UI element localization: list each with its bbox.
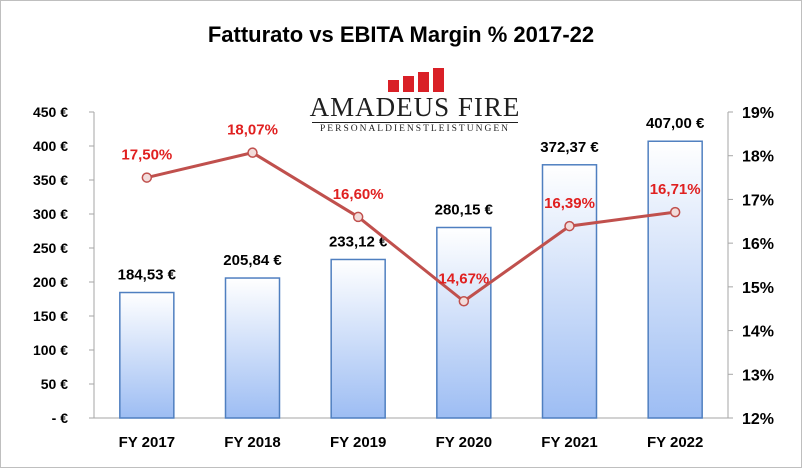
bar-data-label: 184,53 € xyxy=(118,267,177,284)
right-tick-label: 18% xyxy=(742,149,774,166)
line-point xyxy=(458,296,470,307)
bar-data-label: 205,84 € xyxy=(223,252,282,269)
line-point xyxy=(352,211,364,223)
line-point xyxy=(564,220,575,232)
logo-bars-icon xyxy=(388,68,444,92)
line-data-label: 16,71% xyxy=(650,181,701,198)
line-data-label: 16,60% xyxy=(333,186,384,203)
bar xyxy=(436,226,492,419)
left-tick-label: 200 € xyxy=(33,274,68,290)
x-tick-label: FY 2019 xyxy=(330,434,386,451)
line-data-label: 17,50% xyxy=(121,147,172,164)
x-tick-label: FY 2017 xyxy=(119,434,175,451)
left-tick-label: 250 € xyxy=(33,240,68,256)
left-tick-label: 50 € xyxy=(41,376,68,392)
x-tick-label: FY 2021 xyxy=(541,434,597,451)
left-tick-label: 450 € xyxy=(33,104,68,120)
line-data-label: 18,07% xyxy=(227,122,278,139)
bar-data-labels: 184,53 € 205,84 € 233,12 € 280,15 € 372,37 €… xyxy=(118,115,705,283)
bar-data-label: 280,15 € xyxy=(435,201,494,218)
left-tick-label: 350 € xyxy=(33,172,68,188)
line-point xyxy=(141,172,153,183)
line-series xyxy=(141,147,681,307)
logo-tagline: PERSONALDIENSTLEISTUNGEN xyxy=(312,122,518,134)
bar xyxy=(647,140,703,419)
right-tick-label: 16% xyxy=(742,236,774,253)
logo-name: AMADEUS FIRE xyxy=(309,92,521,122)
right-tick-label: 19% xyxy=(742,105,774,122)
right-tick-label: 17% xyxy=(742,192,774,209)
left-tick-label: - € xyxy=(52,410,69,426)
ebita-margin-line xyxy=(146,151,676,304)
left-tick-label: 100 € xyxy=(33,342,68,358)
x-tick-label: FY 2022 xyxy=(647,434,703,451)
chart-title: Fatturato vs EBITA Margin % 2017-22 xyxy=(207,22,595,47)
line-data-label: 14,67% xyxy=(438,270,489,287)
bar xyxy=(119,291,175,419)
right-tick-label: 14% xyxy=(742,324,774,341)
line-point xyxy=(247,147,258,158)
right-tick-label: 13% xyxy=(742,367,774,384)
line-data-labels: 17,50% 18,07% 16,60% 14,67% 16,39% 16,71% xyxy=(121,122,700,288)
bar-data-label: 407,00 € xyxy=(646,115,705,132)
bar-data-label: 372,37 € xyxy=(540,139,599,156)
line-point xyxy=(669,206,681,218)
bar xyxy=(330,258,386,419)
right-tick-label: 12% xyxy=(742,411,774,428)
bar-series xyxy=(119,140,703,419)
right-tick-label: 15% xyxy=(742,280,774,297)
left-tick-label: 400 € xyxy=(33,138,68,154)
x-tick-label: FY 2018 xyxy=(224,434,280,451)
amadeus-fire-logo: AMADEUS FIRE PERSONALDIENSTLEISTUNGEN xyxy=(300,66,530,136)
bar xyxy=(224,277,281,419)
left-tick-label: 150 € xyxy=(33,308,68,324)
line-data-label: 16,39% xyxy=(544,195,595,212)
bar-data-label: 233,12 € xyxy=(329,233,388,250)
left-tick-label: 300 € xyxy=(33,206,68,222)
x-tick-label: FY 2020 xyxy=(436,434,492,451)
bar xyxy=(541,164,598,419)
axes: - € 50 € 100 € 150 € 200 € 250 € 300 € 350 € 400… xyxy=(33,104,774,451)
